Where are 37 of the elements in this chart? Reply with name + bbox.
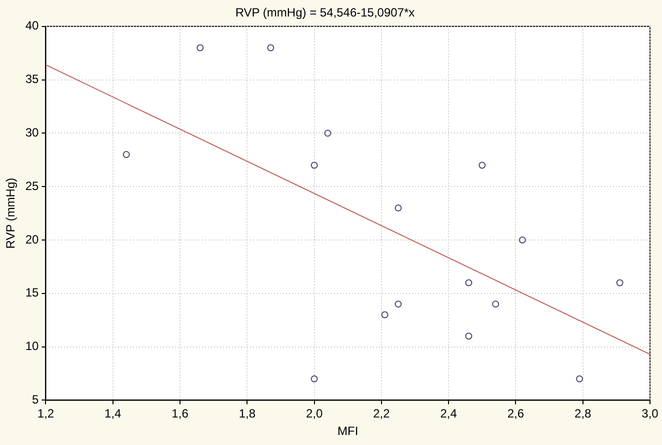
x-tick-label: 2,0 (306, 406, 323, 421)
point (518, 236, 526, 244)
y-tick-label: 40 (25, 18, 40, 33)
x-axis-title: MFI (338, 424, 358, 438)
x-tick-label: 1,4 (104, 406, 122, 421)
x-tick-label: 2,2 (373, 406, 390, 421)
point (394, 204, 402, 212)
x-tick-label: 1,6 (172, 406, 189, 421)
x-tick-label: 1,8 (238, 406, 256, 421)
point (465, 279, 472, 286)
y-tick-label: 20 (25, 232, 40, 246)
x-tick-label: 2,8 (574, 406, 592, 421)
x-tick-label: 3,0 (642, 406, 659, 421)
chart-title: RVP (mmHg) = 54,546-15,0907*x (235, 6, 415, 20)
point (310, 162, 318, 169)
point (478, 162, 486, 169)
point (381, 311, 388, 318)
y-axis-title: RVP (mmHg) (4, 178, 18, 249)
y-tick-label: 10 (25, 339, 40, 354)
point (492, 300, 500, 308)
y-tick-label: 35 (25, 72, 40, 86)
point (310, 375, 318, 382)
y-tick-label: 25 (25, 178, 40, 193)
point (616, 279, 624, 286)
y-tick-label: 15 (25, 286, 40, 300)
point (267, 44, 274, 52)
point (576, 375, 584, 382)
point (394, 300, 402, 308)
y-tick-label: 30 (25, 126, 40, 140)
point (465, 332, 472, 340)
point (324, 130, 332, 137)
x-tick-label: 2,4 (440, 406, 458, 421)
y-tick-label: 5 (32, 392, 40, 407)
x-tick-label: 2,6 (507, 406, 524, 421)
point (122, 151, 130, 158)
x-tick-label: 1,2 (37, 406, 54, 421)
point (196, 44, 204, 52)
